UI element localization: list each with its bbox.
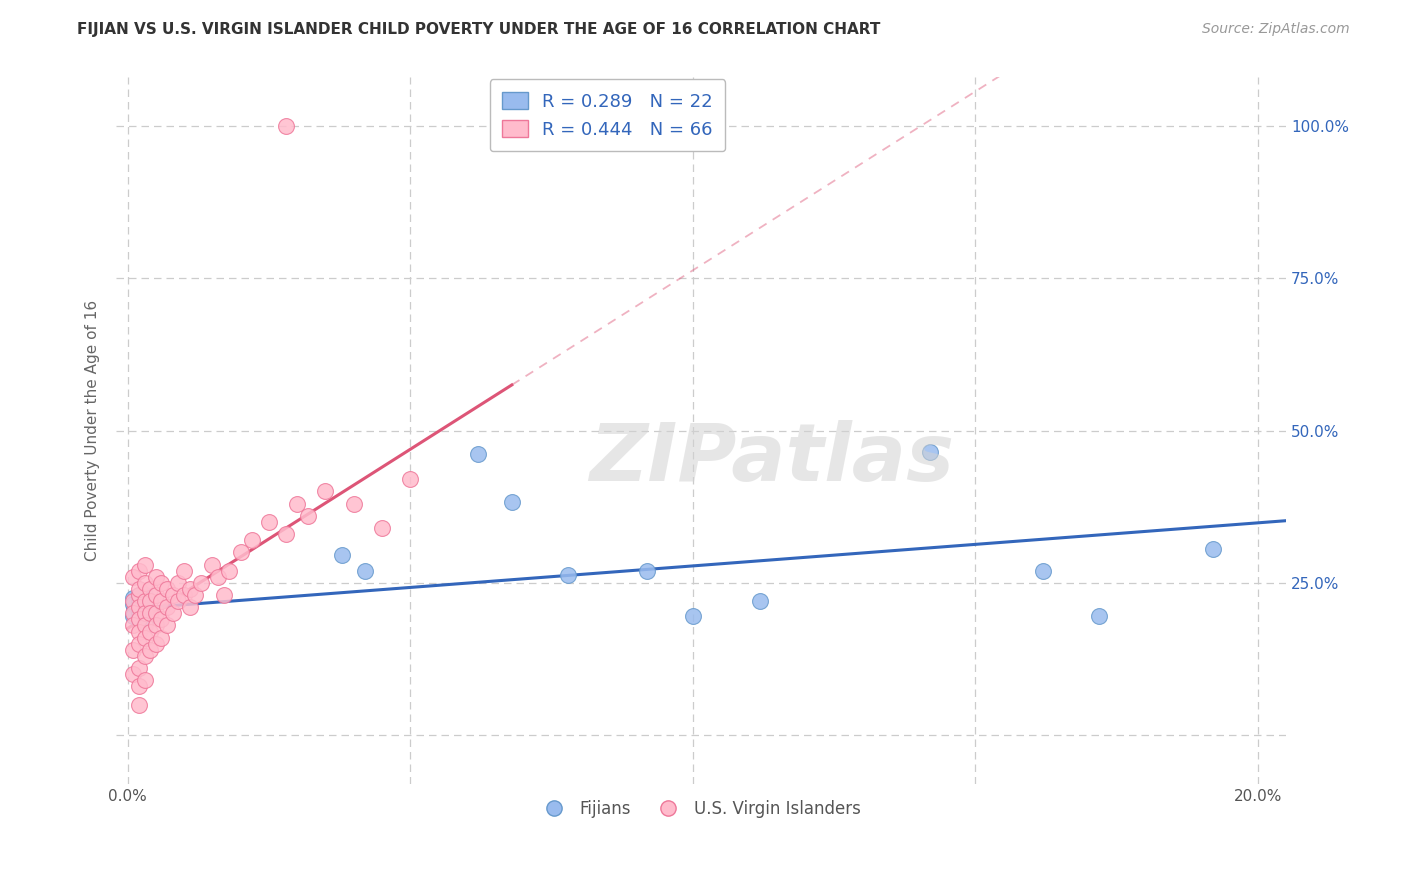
Point <box>156 582 179 596</box>
Point <box>122 642 145 657</box>
Point <box>134 615 156 630</box>
Point <box>134 597 156 611</box>
Point <box>918 445 941 459</box>
Point <box>128 582 150 596</box>
Point <box>184 588 207 602</box>
Point <box>179 582 201 596</box>
Point <box>201 558 224 572</box>
Point <box>128 606 150 620</box>
Point <box>150 612 173 626</box>
Point <box>229 545 252 559</box>
Text: ZIPatlas: ZIPatlas <box>589 420 953 498</box>
Point <box>371 521 394 535</box>
Point <box>128 637 150 651</box>
Point <box>128 612 150 626</box>
Point <box>122 667 145 681</box>
Point <box>156 600 179 615</box>
Point <box>122 618 145 632</box>
Point <box>167 594 190 608</box>
Point <box>128 698 150 712</box>
Point <box>139 582 162 596</box>
Point <box>212 588 235 602</box>
Point <box>399 472 422 486</box>
Point <box>128 679 150 693</box>
Text: FIJIAN VS U.S. VIRGIN ISLANDER CHILD POVERTY UNDER THE AGE OF 16 CORRELATION CHA: FIJIAN VS U.S. VIRGIN ISLANDER CHILD POV… <box>77 22 880 37</box>
Point <box>128 600 150 615</box>
Point <box>128 588 150 602</box>
Point <box>134 606 156 620</box>
Point <box>179 600 201 615</box>
Point <box>145 618 167 632</box>
Point <box>134 618 156 632</box>
Point <box>139 594 162 608</box>
Point <box>467 447 489 461</box>
Point <box>354 564 377 578</box>
Y-axis label: Child Poverty Under the Age of 16: Child Poverty Under the Age of 16 <box>86 300 100 561</box>
Point <box>342 497 364 511</box>
Point <box>330 549 353 563</box>
Point <box>150 594 173 608</box>
Point <box>122 606 145 620</box>
Point <box>128 624 150 639</box>
Point <box>145 570 167 584</box>
Point <box>139 642 162 657</box>
Point <box>128 661 150 675</box>
Point <box>162 606 184 620</box>
Point <box>636 564 658 578</box>
Point <box>173 588 195 602</box>
Point <box>134 673 156 688</box>
Point <box>122 594 145 608</box>
Point <box>173 564 195 578</box>
Legend: Fijians, U.S. Virgin Islanders: Fijians, U.S. Virgin Islanders <box>534 794 868 825</box>
Point <box>1201 542 1223 557</box>
Point <box>134 648 156 663</box>
Point <box>162 588 184 602</box>
Point <box>167 575 190 590</box>
Point <box>139 606 162 620</box>
Point <box>128 588 150 602</box>
Point <box>218 564 240 578</box>
Point <box>314 484 336 499</box>
Point <box>240 533 263 548</box>
Point <box>1088 609 1111 624</box>
Point <box>134 588 156 602</box>
Point <box>207 570 229 584</box>
Point <box>134 631 156 645</box>
Point <box>134 594 156 608</box>
Point <box>122 570 145 584</box>
Point <box>128 600 150 615</box>
Point <box>128 594 150 608</box>
Point <box>297 508 319 523</box>
Point <box>150 631 173 645</box>
Point <box>156 618 179 632</box>
Point <box>122 591 145 605</box>
Point <box>145 606 167 620</box>
Point <box>128 564 150 578</box>
Point <box>501 495 523 509</box>
Point <box>134 558 156 572</box>
Point <box>122 597 145 611</box>
Point <box>749 594 772 608</box>
Point <box>190 575 212 590</box>
Point <box>122 609 145 624</box>
Point <box>285 497 308 511</box>
Point <box>682 609 704 624</box>
Point <box>145 637 167 651</box>
Point <box>134 575 156 590</box>
Point <box>274 119 297 133</box>
Text: Source: ZipAtlas.com: Source: ZipAtlas.com <box>1202 22 1350 37</box>
Point <box>150 575 173 590</box>
Point <box>145 588 167 602</box>
Point <box>557 568 579 582</box>
Point <box>274 527 297 541</box>
Point <box>1032 564 1054 578</box>
Point <box>139 624 162 639</box>
Point <box>257 515 280 529</box>
